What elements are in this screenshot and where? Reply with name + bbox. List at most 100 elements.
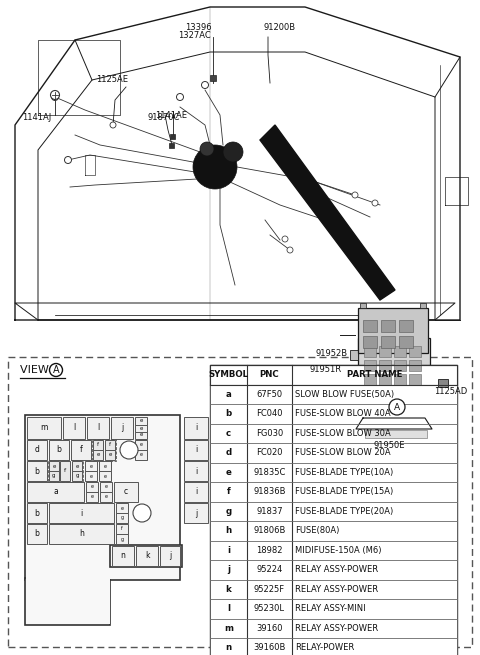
Circle shape bbox=[200, 142, 214, 156]
Text: 91837: 91837 bbox=[256, 507, 283, 515]
Bar bbox=[25, 578, 110, 625]
Text: 91806B: 91806B bbox=[253, 526, 286, 535]
Bar bbox=[86, 482, 98, 492]
Text: i: i bbox=[227, 546, 230, 555]
Circle shape bbox=[282, 236, 288, 242]
Text: e: e bbox=[104, 474, 107, 479]
Text: j: j bbox=[169, 552, 171, 561]
Bar bbox=[399, 336, 413, 348]
Bar bbox=[184, 482, 208, 502]
Bar bbox=[99, 471, 111, 481]
Text: 1125AD: 1125AD bbox=[434, 388, 467, 396]
Bar bbox=[135, 424, 147, 432]
Bar bbox=[210, 75, 216, 81]
Text: e: e bbox=[105, 495, 108, 500]
Text: MIDIFUSE-150A (M6): MIDIFUSE-150A (M6) bbox=[295, 546, 382, 555]
Text: FUSE-BLADE TYPE(10A): FUSE-BLADE TYPE(10A) bbox=[295, 468, 393, 477]
Text: 95230L: 95230L bbox=[254, 605, 285, 613]
Text: f: f bbox=[109, 443, 111, 447]
Text: l: l bbox=[227, 605, 230, 613]
Text: FUSE-SLOW BLOW 30A: FUSE-SLOW BLOW 30A bbox=[295, 429, 391, 438]
Bar bbox=[26, 579, 110, 624]
Bar bbox=[135, 450, 147, 460]
Bar bbox=[112, 546, 134, 566]
Bar bbox=[27, 461, 47, 481]
Text: A: A bbox=[394, 403, 400, 411]
Text: 91200B: 91200B bbox=[263, 22, 295, 31]
Text: 91951R: 91951R bbox=[310, 365, 342, 375]
Text: l: l bbox=[97, 424, 99, 432]
Circle shape bbox=[51, 94, 59, 100]
Bar bbox=[116, 513, 128, 523]
Circle shape bbox=[287, 247, 293, 253]
Bar bbox=[358, 308, 428, 353]
Bar bbox=[210, 540, 457, 560]
Circle shape bbox=[64, 157, 72, 164]
Bar bbox=[136, 546, 158, 566]
Bar bbox=[27, 482, 84, 502]
Bar bbox=[379, 346, 391, 357]
Bar bbox=[93, 440, 103, 450]
Circle shape bbox=[177, 94, 183, 100]
Bar bbox=[210, 384, 457, 404]
Text: c: c bbox=[226, 429, 231, 438]
Bar bbox=[394, 360, 406, 371]
Text: FUSE-BLADE TYPE(15A): FUSE-BLADE TYPE(15A) bbox=[295, 487, 393, 496]
Bar bbox=[116, 524, 128, 534]
Text: FUSE-BLADE TYPE(20A): FUSE-BLADE TYPE(20A) bbox=[295, 507, 393, 515]
Text: h: h bbox=[79, 529, 84, 538]
Circle shape bbox=[50, 90, 60, 100]
Bar bbox=[210, 599, 457, 618]
Text: j: j bbox=[195, 508, 197, 517]
Bar bbox=[394, 346, 406, 357]
Text: RELAY ASSY-POWER: RELAY ASSY-POWER bbox=[295, 565, 378, 574]
Bar bbox=[184, 440, 208, 460]
Text: a: a bbox=[53, 487, 58, 496]
Text: e: e bbox=[75, 464, 79, 468]
Text: 18982: 18982 bbox=[256, 546, 283, 555]
Text: 1327AC: 1327AC bbox=[178, 31, 211, 39]
Circle shape bbox=[389, 399, 405, 415]
Bar bbox=[364, 346, 376, 357]
Text: RELAY ASSY-POWER: RELAY ASSY-POWER bbox=[295, 624, 378, 633]
Text: e: e bbox=[108, 453, 112, 457]
Text: 95225F: 95225F bbox=[254, 585, 285, 593]
Text: 91950E: 91950E bbox=[374, 441, 406, 449]
Bar bbox=[184, 503, 208, 523]
Bar bbox=[100, 482, 112, 492]
Bar bbox=[160, 546, 180, 566]
Bar bbox=[49, 461, 59, 471]
Text: g: g bbox=[120, 536, 123, 542]
Bar bbox=[85, 461, 97, 471]
Bar bbox=[99, 461, 111, 471]
Bar bbox=[184, 417, 208, 439]
Bar bbox=[210, 482, 457, 502]
Bar bbox=[114, 482, 138, 502]
Text: PNC: PNC bbox=[260, 370, 279, 379]
Text: g: g bbox=[52, 474, 56, 479]
Text: d: d bbox=[226, 448, 231, 457]
Bar bbox=[210, 424, 457, 443]
Bar bbox=[210, 462, 457, 482]
Bar bbox=[8, 357, 472, 647]
Text: l: l bbox=[73, 424, 75, 432]
Bar bbox=[210, 521, 457, 540]
Bar bbox=[409, 360, 421, 371]
Circle shape bbox=[202, 81, 208, 88]
Text: f: f bbox=[121, 527, 123, 531]
Bar bbox=[364, 360, 376, 371]
Text: i: i bbox=[80, 508, 83, 517]
Bar bbox=[210, 560, 457, 580]
Text: e: e bbox=[91, 485, 94, 489]
Bar bbox=[49, 471, 59, 481]
Text: 91952B: 91952B bbox=[315, 348, 347, 358]
Bar bbox=[210, 618, 457, 638]
Bar bbox=[363, 320, 377, 332]
Bar bbox=[60, 461, 70, 481]
Bar bbox=[379, 374, 391, 385]
Text: SYMBOL: SYMBOL bbox=[208, 370, 249, 379]
Bar bbox=[105, 440, 115, 450]
Bar bbox=[358, 338, 430, 390]
Text: e: e bbox=[139, 432, 143, 438]
Text: f: f bbox=[97, 443, 99, 447]
